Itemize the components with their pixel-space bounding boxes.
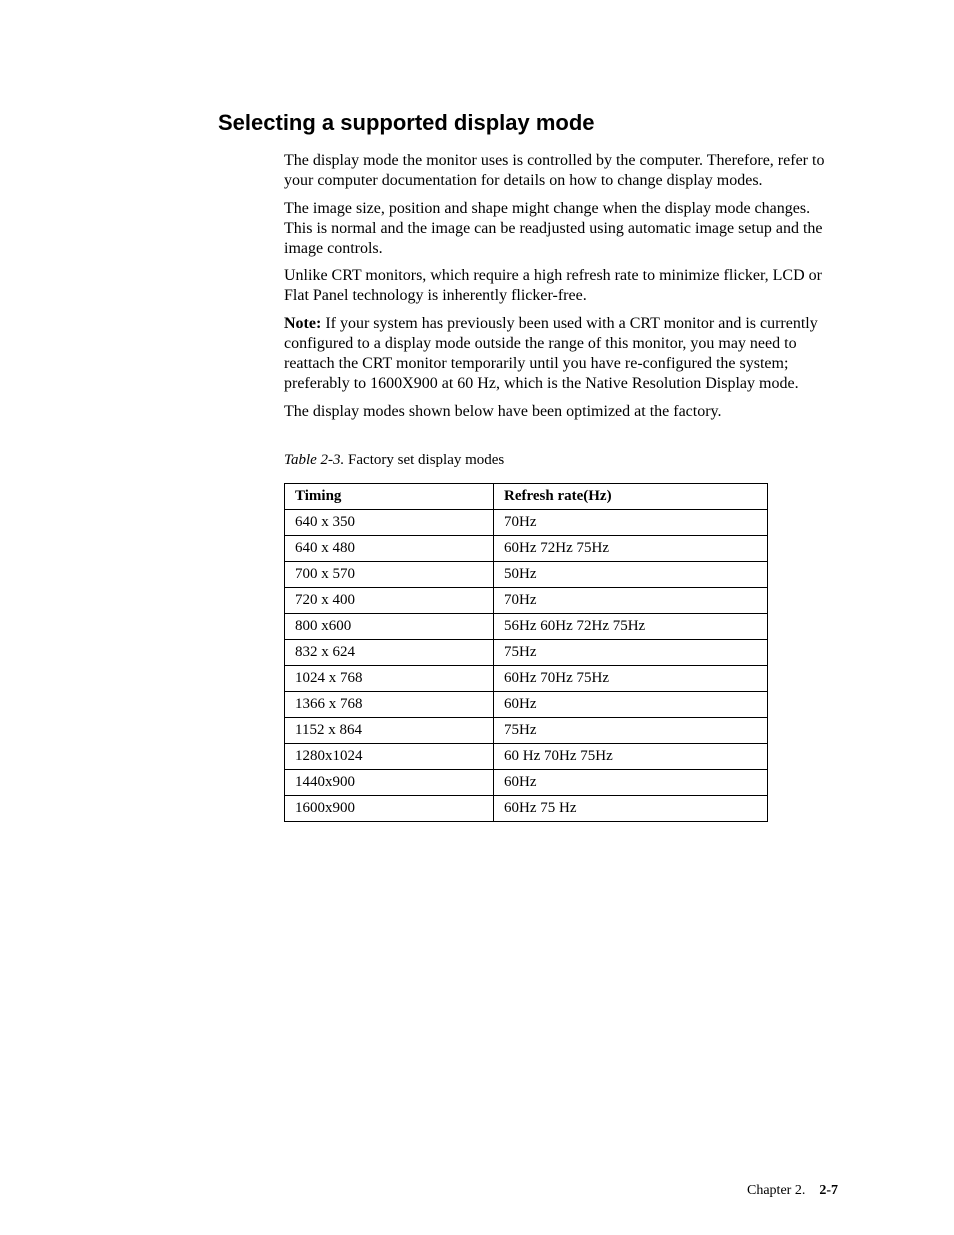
cell-timing: 1600x900 — [285, 796, 494, 822]
cell-timing: 1366 x 768 — [285, 692, 494, 718]
cell-rate: 75Hz — [494, 640, 768, 666]
table-row: 1600x900 60Hz 75 Hz — [285, 796, 768, 822]
paragraph-5: The display modes shown below have been … — [284, 402, 840, 422]
table-row: 1024 x 768 60Hz 70Hz 75Hz — [285, 666, 768, 692]
cell-timing: 1152 x 864 — [285, 718, 494, 744]
cell-rate: 60Hz 72Hz 75Hz — [494, 536, 768, 562]
page: Selecting a supported display mode The d… — [0, 0, 954, 1235]
cell-rate: 60Hz 75 Hz — [494, 796, 768, 822]
cell-timing: 1440x900 — [285, 770, 494, 796]
col-header-timing: Timing — [285, 484, 494, 510]
table-caption-text: Factory set display modes — [344, 452, 504, 468]
table-row: 1280x1024 60 Hz 70Hz 75Hz — [285, 744, 768, 770]
cell-timing: 720 x 400 — [285, 588, 494, 614]
cell-rate: 50Hz — [494, 562, 768, 588]
table-row: 1152 x 864 75Hz — [285, 718, 768, 744]
table-row: 1366 x 768 60Hz — [285, 692, 768, 718]
cell-rate: 56Hz 60Hz 72Hz 75Hz — [494, 614, 768, 640]
paragraph-2: The image size, position and shape might… — [284, 199, 840, 259]
table-caption: Table 2-3. Factory set display modes — [284, 452, 504, 469]
cell-rate: 70Hz — [494, 588, 768, 614]
cell-rate: 60 Hz 70Hz 75Hz — [494, 744, 768, 770]
table-header-row: Timing Refresh rate(Hz) — [285, 484, 768, 510]
footer-page-number: 2-7 — [819, 1183, 838, 1198]
col-header-rate: Refresh rate(Hz) — [494, 484, 768, 510]
cell-rate: 60Hz — [494, 770, 768, 796]
note-label: Note: — [284, 315, 321, 332]
cell-rate: 60Hz — [494, 692, 768, 718]
cell-timing: 700 x 570 — [285, 562, 494, 588]
display-modes-table: Timing Refresh rate(Hz) 640 x 350 70Hz 6… — [284, 483, 768, 822]
paragraph-1: The display mode the monitor uses is con… — [284, 151, 840, 191]
table-row: 800 x600 56Hz 60Hz 72Hz 75Hz — [285, 614, 768, 640]
cell-timing: 640 x 480 — [285, 536, 494, 562]
table-row: 720 x 400 70Hz — [285, 588, 768, 614]
cell-timing: 640 x 350 — [285, 510, 494, 536]
table-row: 640 x 350 70Hz — [285, 510, 768, 536]
cell-timing: 800 x600 — [285, 614, 494, 640]
cell-rate: 70Hz — [494, 510, 768, 536]
cell-rate: 60Hz 70Hz 75Hz — [494, 666, 768, 692]
cell-timing: 1280x1024 — [285, 744, 494, 770]
cell-timing: 832 x 624 — [285, 640, 494, 666]
table-row: 700 x 570 50Hz — [285, 562, 768, 588]
paragraph-note: Note: If your system has previously been… — [284, 314, 840, 394]
note-text: If your system has previously been used … — [284, 315, 818, 392]
cell-rate: 75Hz — [494, 718, 768, 744]
table-row: 1440x900 60Hz — [285, 770, 768, 796]
section-heading: Selecting a supported display mode — [218, 110, 595, 136]
table-caption-label: Table 2-3. — [284, 452, 344, 468]
footer-chapter: Chapter 2. — [747, 1183, 805, 1198]
paragraph-3: Unlike CRT monitors, which require a hig… — [284, 266, 840, 306]
page-footer: Chapter 2. 2-7 — [0, 1183, 954, 1199]
cell-timing: 1024 x 768 — [285, 666, 494, 692]
table-row: 832 x 624 75Hz — [285, 640, 768, 666]
table-row: 640 x 480 60Hz 72Hz 75Hz — [285, 536, 768, 562]
